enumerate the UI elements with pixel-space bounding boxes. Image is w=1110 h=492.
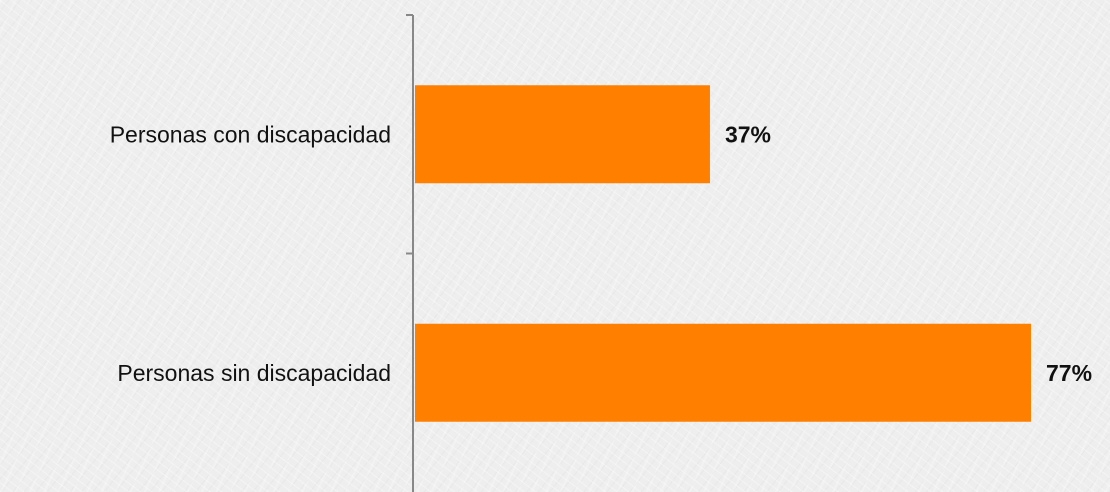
value-labels: 37% 77% — [725, 121, 1092, 386]
category-label: Personas sin discapacidad — [117, 360, 391, 386]
bar — [415, 85, 710, 184]
value-label: 77% — [1046, 360, 1092, 386]
category-labels: Personas con discapacidad Personas sin di… — [110, 121, 391, 386]
category-axis — [406, 14, 414, 492]
value-label: 37% — [725, 121, 771, 147]
bars-group — [415, 85, 1031, 422]
category-label: Personas con discapacidad — [110, 121, 391, 147]
bar — [415, 323, 1031, 422]
